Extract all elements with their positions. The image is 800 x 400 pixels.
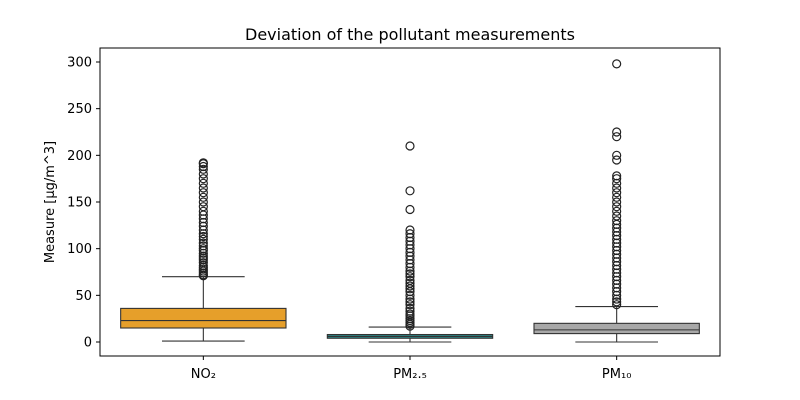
outlier-point (405, 225, 415, 235)
outlier-point (612, 202, 622, 212)
outlier-point (612, 171, 622, 181)
outlier-point (612, 150, 622, 160)
outlier-point (198, 202, 208, 212)
outlier-point (405, 141, 415, 151)
outlier-point (405, 300, 415, 310)
y-tick-label: 150 (67, 196, 92, 211)
outlier-point (198, 253, 208, 263)
outlier-point (405, 290, 415, 300)
y-tick-label: 50 (75, 289, 92, 304)
outlier-point (612, 188, 622, 198)
outlier-point (405, 278, 415, 288)
outlier-point (405, 306, 415, 316)
outlier-point (612, 178, 622, 188)
outlier-point (198, 161, 208, 172)
outlier-point (612, 206, 622, 216)
outlier-point (198, 178, 208, 188)
y-tick-label: 0 (84, 336, 92, 351)
outlier-point (405, 297, 415, 307)
outlier-point (198, 192, 208, 202)
outlier-point (198, 244, 208, 254)
outlier-point (198, 258, 208, 268)
chart-title: Deviation of the pollutant measurements (245, 25, 575, 44)
outlier-point (198, 238, 208, 248)
outlier-point (405, 303, 415, 313)
outlier-point (198, 158, 208, 168)
outlier-point (612, 211, 622, 221)
box-iqr (120, 307, 287, 329)
y-tick-label: 300 (67, 56, 92, 71)
box-iqr (533, 322, 700, 335)
outlier-point (612, 59, 622, 69)
outlier-point (612, 183, 622, 193)
y-tick-label: 100 (67, 242, 92, 257)
x-tick-label: PM₁₀ (602, 367, 631, 382)
plot-frame (99, 47, 721, 357)
outlier-point (612, 155, 622, 165)
y-tick-label: 200 (67, 149, 92, 164)
outlier-point (405, 204, 415, 215)
outlier-point (612, 297, 622, 307)
outlier-point (405, 281, 415, 291)
outlier-point (198, 231, 208, 242)
outlier-point (198, 169, 208, 179)
outlier-point (198, 183, 208, 193)
outlier-point (405, 269, 415, 279)
outlier-point (198, 174, 208, 184)
outlier-point (405, 275, 415, 285)
outlier-point (612, 216, 622, 226)
outlier-point (612, 197, 622, 207)
outlier-point (612, 127, 622, 137)
x-tick-label: NO₂ (191, 367, 216, 382)
outlier-point (612, 192, 622, 202)
outlier-point (198, 241, 208, 251)
outlier-point (612, 300, 622, 310)
y-axis-label: Measure [µg/m^3] (43, 141, 58, 263)
outlier-point (405, 272, 415, 282)
outlier-point (612, 174, 622, 184)
x-tick-label: PM₂.₅ (393, 367, 427, 382)
outlier-point (198, 234, 208, 244)
outlier-point (405, 229, 415, 239)
outlier-point (198, 188, 208, 198)
outlier-point (198, 206, 208, 216)
outlier-point (198, 164, 208, 174)
y-tick-label: 250 (67, 102, 92, 117)
outlier-point (405, 186, 415, 196)
outlier-point (198, 197, 208, 207)
outlier-point (612, 132, 622, 142)
outlier-point (405, 309, 415, 319)
